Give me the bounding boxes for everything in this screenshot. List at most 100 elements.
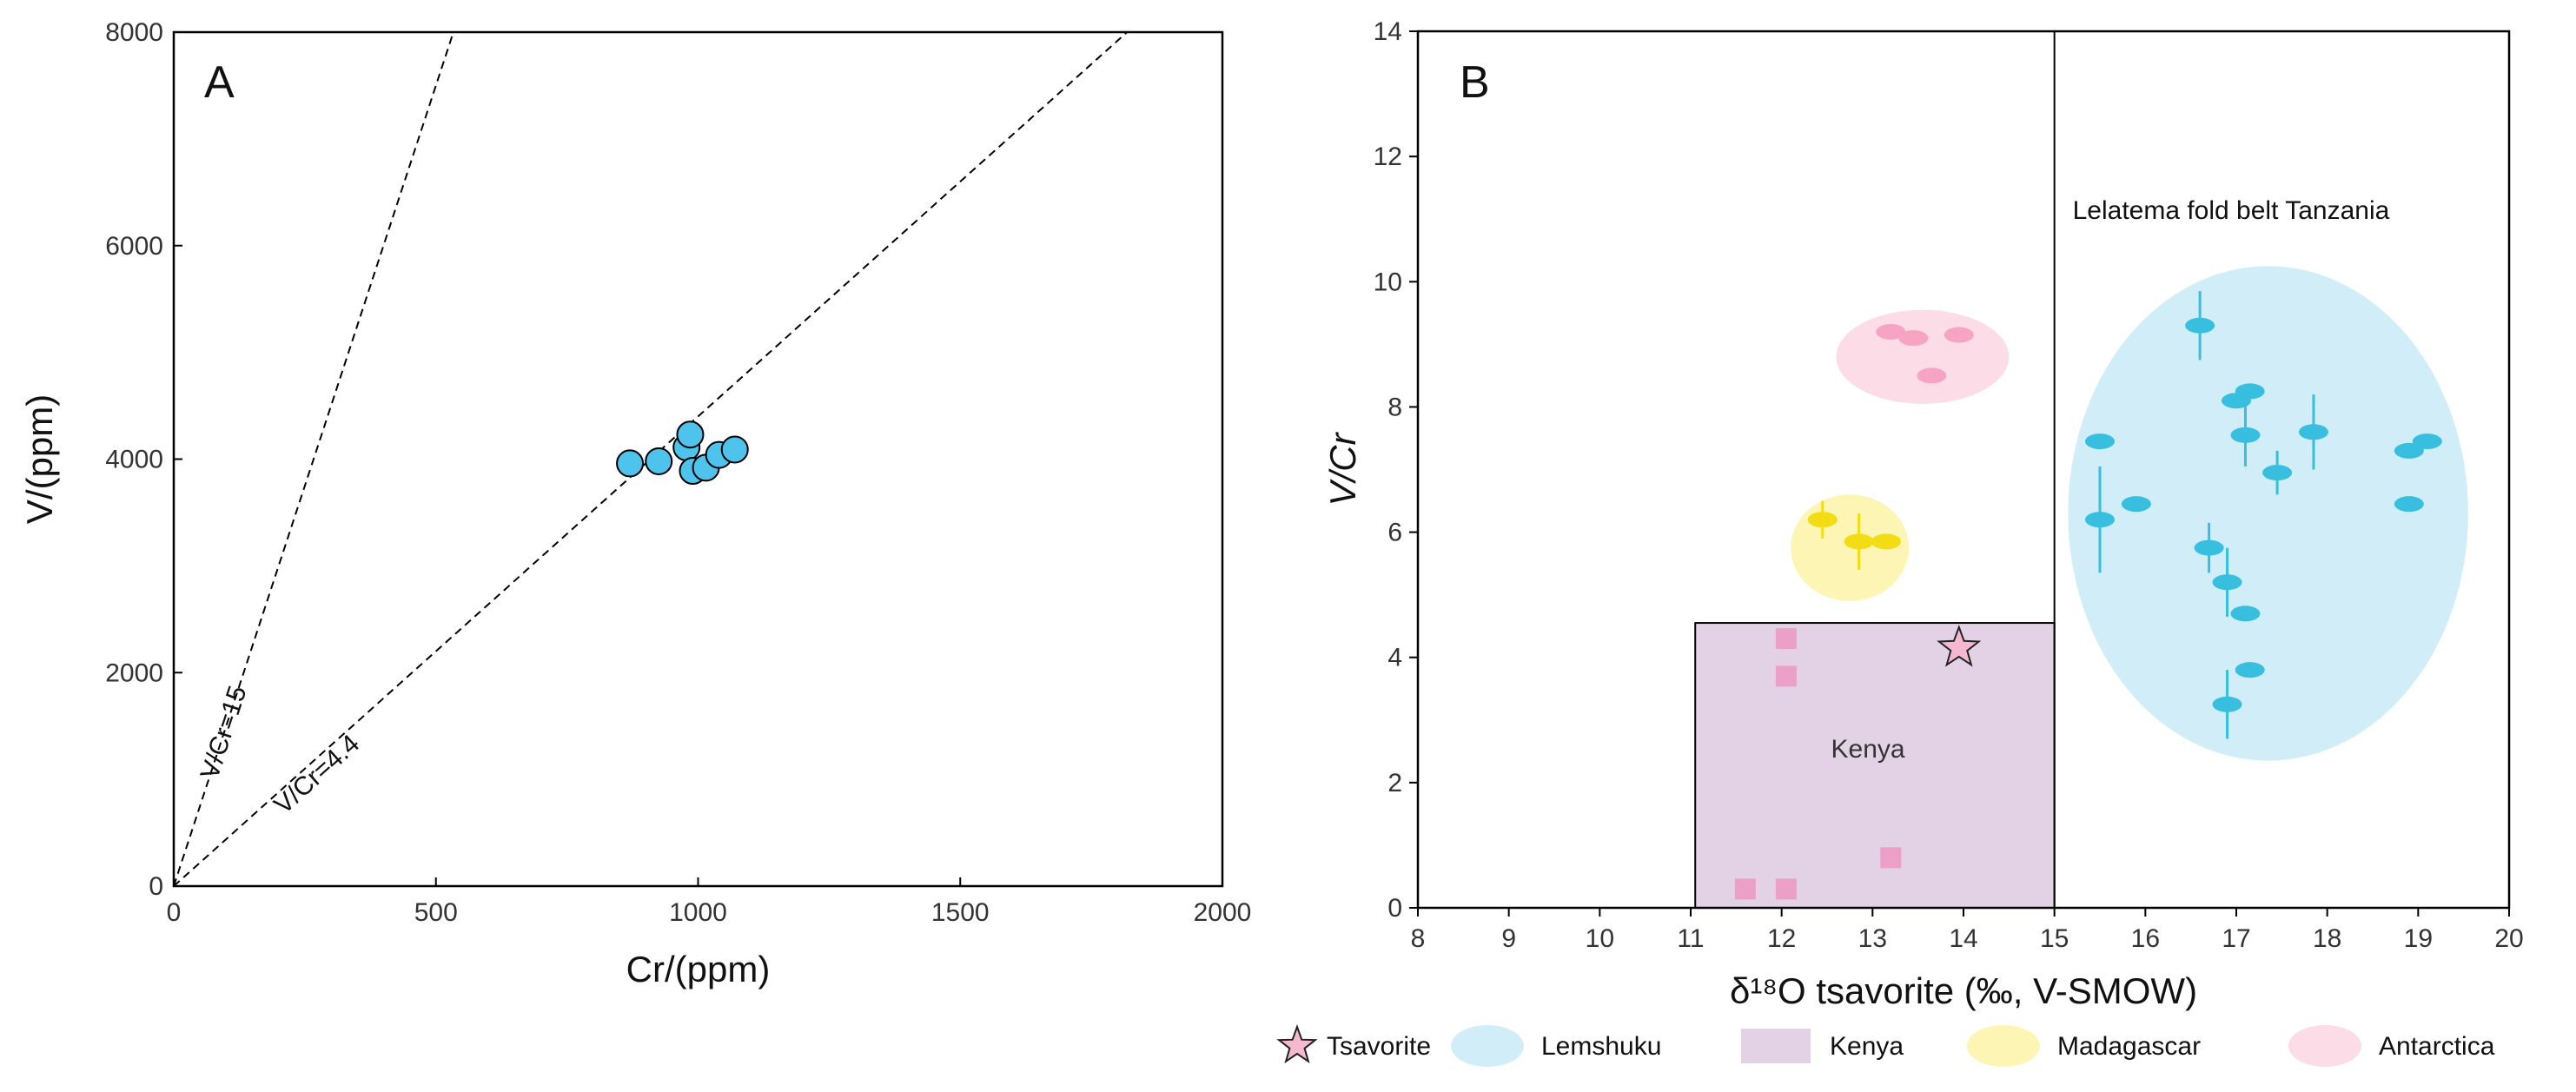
y-tick-label: 0: [1387, 894, 1402, 923]
tsavorite-star-marker: [1937, 625, 1982, 667]
series-antarctica: [1876, 323, 1974, 384]
legend-swatch: [1451, 1025, 1524, 1067]
y-tick-label: 10: [1374, 268, 1402, 296]
data-point: [2394, 442, 2424, 459]
data-point: [1734, 878, 1756, 900]
series-madagascar: [1807, 500, 1902, 570]
legend-swatch: [1741, 1029, 1811, 1063]
data-point: [2230, 427, 2261, 443]
divider-label: Lelatema fold belt Tanzania: [2073, 196, 2390, 225]
data-point: [1917, 367, 1947, 384]
data-point: [2235, 662, 2265, 678]
x-tick-label: 0: [167, 898, 182, 927]
y-tick-label: 2000: [105, 659, 163, 687]
x-tick-label: 8: [1411, 924, 1426, 953]
legend-item-antarctica: Antarctica: [2288, 1025, 2495, 1067]
data-point: [2085, 433, 2115, 450]
data-point: [2235, 383, 2265, 400]
legend-item-tsavorite: Tsavorite: [1276, 1024, 1431, 1064]
x-tick-label: 10: [1586, 924, 1614, 953]
data-point: [1775, 628, 1797, 650]
data-point: [645, 447, 673, 475]
x-tick-label: 1000: [669, 898, 727, 927]
x-tick-label: 18: [2313, 924, 2341, 953]
data-point: [2230, 606, 2261, 622]
x-tick-label: 13: [1858, 924, 1887, 953]
data-point: [720, 435, 749, 464]
legend-item-kenya: Kenya: [1741, 1029, 1904, 1063]
y-tick-label: 0: [149, 872, 163, 901]
data-point: [2212, 574, 2242, 591]
legend-label: Kenya: [1830, 1032, 1904, 1061]
data-point: [1844, 533, 1874, 550]
data-point: [2194, 539, 2224, 556]
panel-b-points: [1734, 291, 2442, 900]
reference-line: [173, 31, 454, 887]
data-point: [1898, 330, 1929, 347]
legend-label: Tsavorite: [1327, 1032, 1431, 1061]
y-tick-label: 8000: [105, 18, 163, 47]
panel-b: 8 9 10 11 12 13 14 15 16 17 18 19 20 0 2 4 6 8 10 12 14 B K…: [1276, 17, 2524, 1067]
x-tick-label: 14: [1949, 924, 1977, 953]
y-tick-label: 6000: [105, 232, 163, 261]
legend-item-madagascar: Madagascar: [1967, 1025, 2201, 1067]
x-tick-label: 1500: [931, 898, 990, 927]
data-point: [1876, 323, 1906, 340]
panel-a-x-axis-title: Cr/(ppm): [626, 949, 771, 989]
series-kenya: [1734, 628, 1902, 900]
data-point: [2262, 465, 2293, 481]
panel-a-x-ticks: 0 500 1000 1500 2000: [167, 877, 1252, 927]
panel-b-y-axis-title: V/Cr: [1322, 431, 1363, 506]
panel-a-letter: A: [204, 57, 235, 108]
x-tick-label: 2000: [1194, 898, 1252, 927]
x-tick-label: 12: [1767, 924, 1796, 953]
region-label-kenya: Kenya: [1831, 735, 1905, 764]
panel-a-y-axis-title: V/(ppm): [19, 394, 60, 524]
data-point: [1871, 533, 1902, 550]
legend-swatch: [2288, 1025, 2361, 1067]
data-point: [2185, 317, 2215, 334]
data-point: [2412, 433, 2442, 450]
panel-a: 0 500 1000 1500 2000 0 2000 4000 6000 8000 A Cr/…: [19, 18, 1251, 989]
region-kenya: [1694, 622, 2056, 909]
y-tick-label: 4: [1387, 644, 1402, 672]
reference-line-label-v-cr-15: V/Cr=15: [195, 682, 253, 783]
data-point: [2298, 424, 2328, 440]
data-point: [1944, 327, 1974, 343]
legend-item-lemshuku: Lemshuku: [1451, 1025, 1661, 1067]
x-tick-label: 9: [1501, 924, 1516, 953]
y-tick-label: 6: [1387, 519, 1402, 547]
series-lemshuku: [2085, 291, 2442, 739]
data-point: [1775, 665, 1797, 687]
panel-b-x-axis-title: δ¹⁸O tsavorite (‰, V-SMOW): [1730, 970, 2197, 1011]
data-point: [1807, 512, 1838, 528]
y-tick-label: 4000: [105, 446, 163, 474]
data-point: [616, 449, 645, 478]
panel-b-letter: B: [1460, 57, 1490, 108]
panel-b-x-ticks: 8 9 10 11 12 13 14 15 16 17 18 19 20: [1411, 908, 2524, 953]
reference-line-label-v-cr-4-4: V/Cr=4.4: [268, 730, 365, 820]
panel-a-points: [616, 420, 749, 486]
y-tick-label: 14: [1374, 17, 1402, 46]
data-point: [676, 420, 705, 449]
y-tick-label: 8: [1387, 393, 1402, 421]
x-tick-label: 16: [2131, 924, 2160, 953]
x-tick-label: 17: [2222, 924, 2250, 953]
data-point: [2121, 496, 2151, 513]
x-tick-label: 20: [2494, 924, 2523, 953]
panel-a-y-ticks: 0 2000 4000 6000 8000: [105, 18, 182, 901]
data-point: [1775, 878, 1797, 900]
data-point: [2212, 696, 2242, 712]
x-tick-label: 19: [2404, 924, 2433, 953]
legend-swatch: [1276, 1024, 1318, 1064]
data-point: [2085, 512, 2115, 528]
legend-label: Lemshuku: [1541, 1032, 1661, 1061]
legend-label: Madagascar: [2057, 1032, 2201, 1061]
region-lemshuku: [2068, 266, 2468, 761]
legend: Tsavorite Lemshuku Kenya Madagascar Antarcti…: [1276, 1024, 2495, 1067]
y-tick-label: 2: [1387, 769, 1402, 797]
y-tick-label: 12: [1374, 142, 1402, 171]
x-tick-label: 500: [414, 898, 458, 927]
data-point: [1880, 847, 1902, 869]
